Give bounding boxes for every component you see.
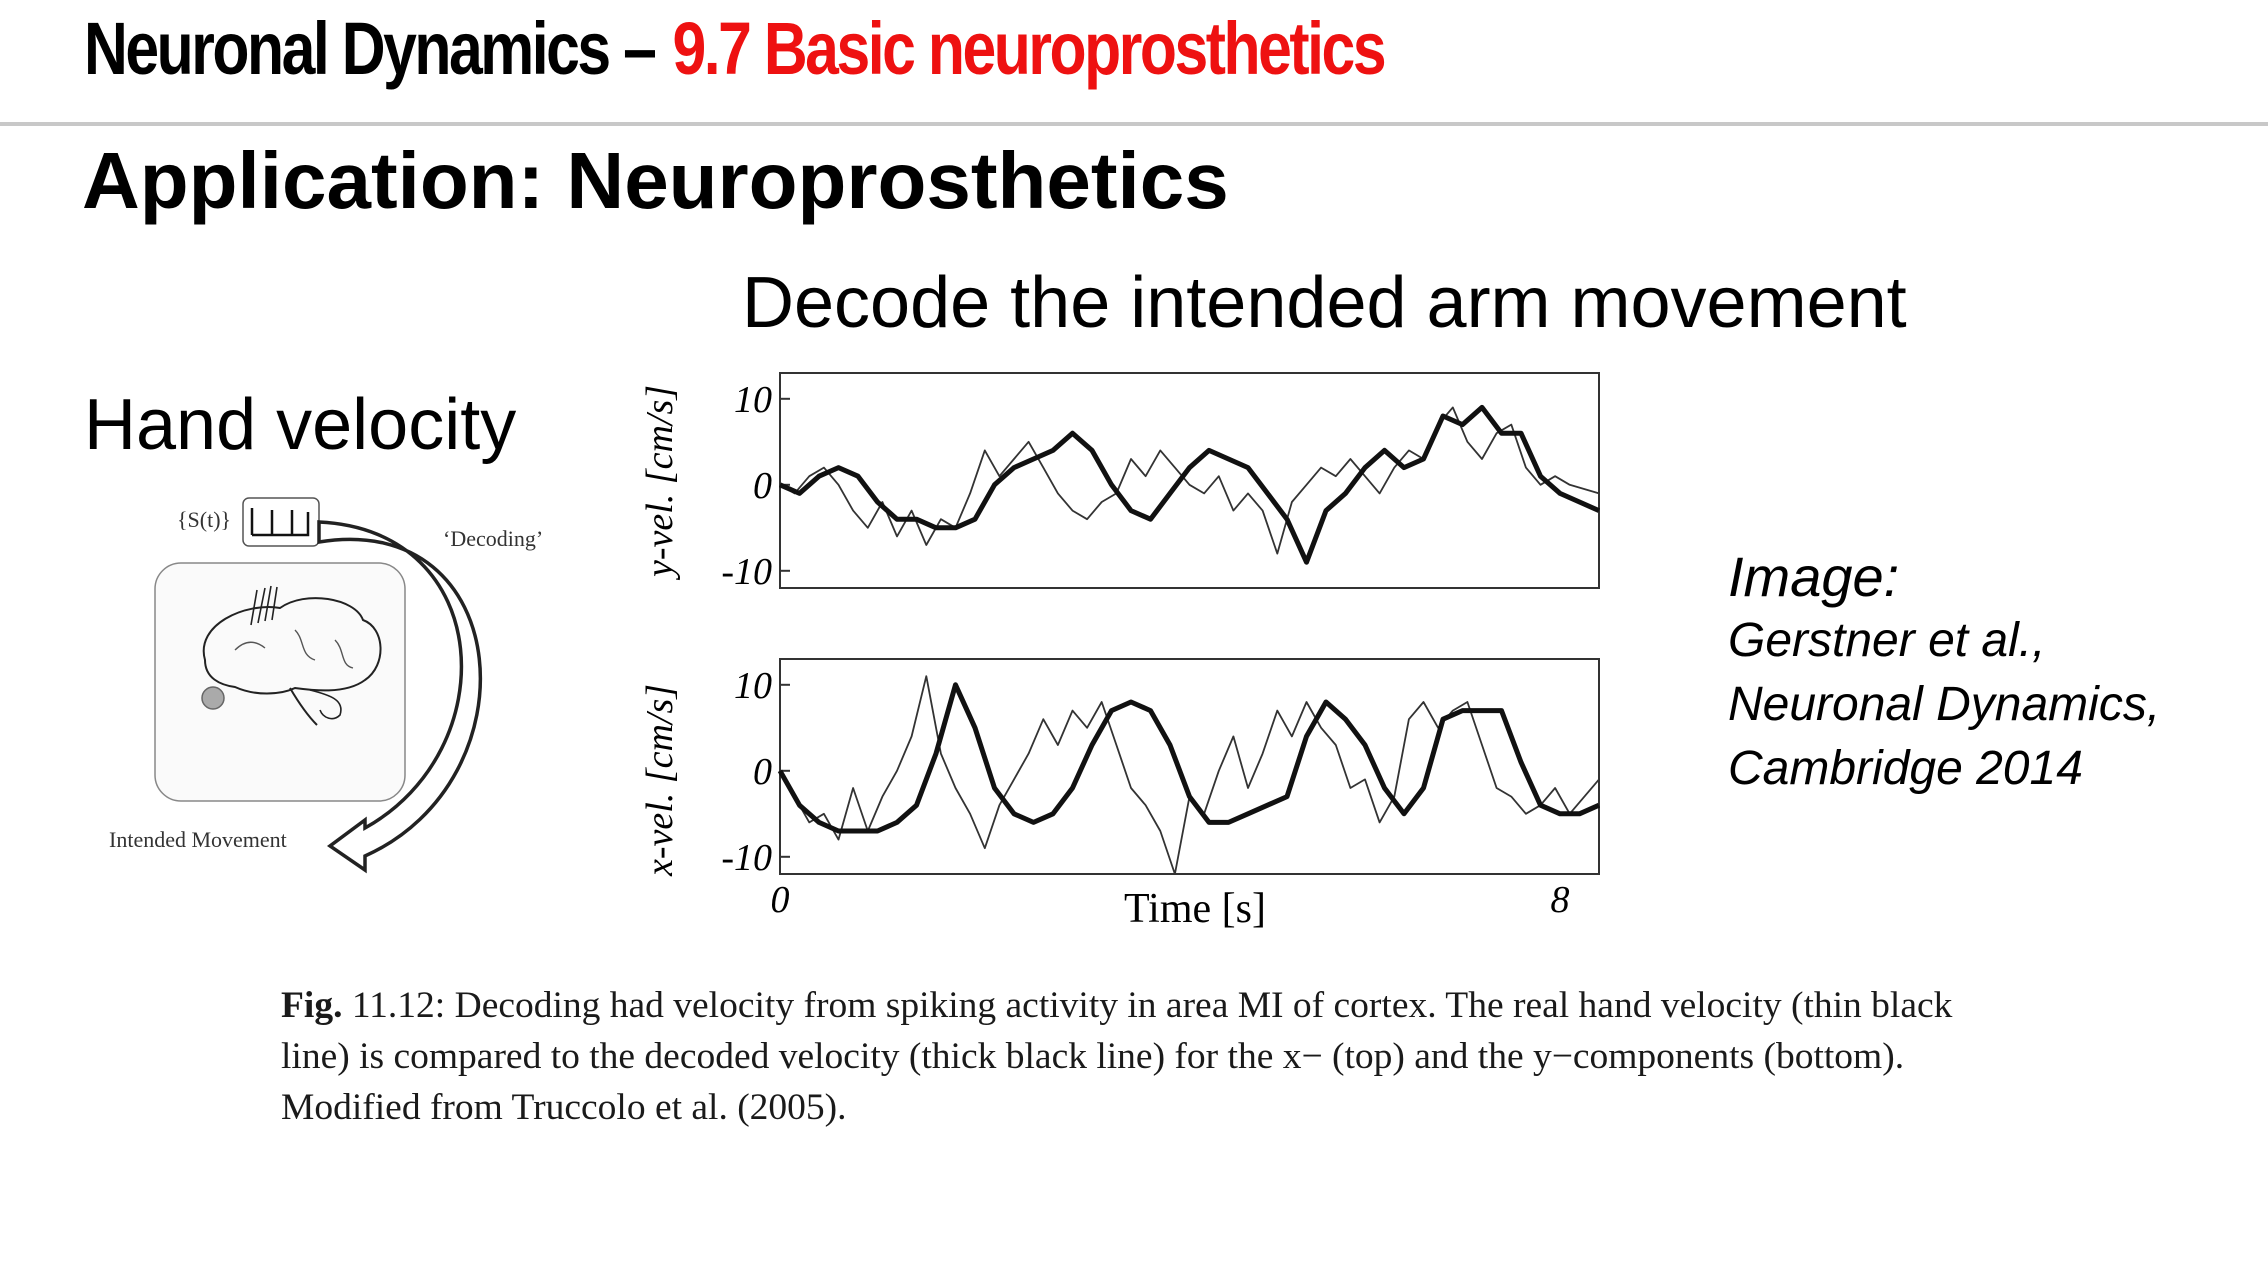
movement-label: Intended Movement	[109, 827, 287, 852]
y-velocity-chart: y-vel. [cm/s] 10 0 -10	[639, 372, 1601, 593]
decoded-velocity-line-top	[778, 404, 1601, 565]
decode-heading: Decode the intended arm movement	[742, 263, 1907, 343]
decoding-arrow	[317, 520, 483, 874]
y-axis-label-bottom: x-vel. [cm/s]	[639, 684, 681, 877]
course-title: Neuronal Dynamics –	[84, 7, 657, 90]
x-axis-label: Time [s]	[1124, 886, 1266, 932]
spike-label: {S(t)}	[177, 507, 231, 532]
electrodes-icon	[250, 585, 278, 626]
image-credit: Image: Gerstner et al., Neuronal Dynamic…	[1728, 545, 2160, 801]
spike-train-icon	[250, 508, 310, 537]
caption-fig: Fig.	[281, 985, 343, 1026]
y-tick-label-bottom: 0	[753, 751, 772, 793]
y-tick-label-bottom: -10	[721, 837, 772, 879]
cerebellum	[309, 689, 342, 720]
hand-velocity-label: Hand velocity	[84, 385, 517, 465]
brain-folds	[234, 629, 354, 669]
course-header: Neuronal Dynamics –9.7 Basic neuroprosth…	[84, 6, 1387, 91]
y-tick-label-bottom: 10	[734, 665, 772, 707]
velocity-charts: y-vel. [cm/s] 100-10 x-vel. [cm/s] 100-1…	[639, 372, 1601, 932]
decoding-diagram: {S(t)} ‘Decoding’ Intended Movement	[109, 497, 543, 874]
y-tick-label-top: 10	[734, 379, 772, 421]
decoded-velocity-line-bottom	[777, 682, 1601, 834]
plot-frame-bottom	[779, 658, 1600, 875]
header-divider	[0, 122, 2268, 126]
x-tick-label: 0	[771, 879, 790, 921]
y-axis-label-top: y-vel. [cm/s]	[639, 385, 681, 581]
credit-label: Image:	[1728, 545, 1900, 608]
y-tick-label-top: -10	[721, 551, 772, 593]
head-box	[154, 562, 406, 802]
section-title: 9.7 Basic neuroprosthetics	[672, 7, 1386, 90]
brain-stem	[289, 687, 318, 726]
figure-caption: Fig. 11.12: Decoding had velocity from s…	[281, 980, 2021, 1133]
plot-frame-top	[779, 372, 1600, 589]
y-tick-label-top: 0	[753, 465, 772, 507]
x-tick-label: 8	[1551, 879, 1570, 921]
credit-authors: Gerstner et al.,	[1728, 614, 2046, 667]
credit-publisher: Cambridge 2014	[1728, 742, 2083, 795]
x-velocity-chart: x-vel. [cm/s] 100-100 8 Time [s]	[639, 658, 1601, 932]
decoding-label: ‘Decoding’	[443, 526, 543, 551]
slide-title: Application: Neuroprosthetics	[82, 136, 1229, 225]
eye-icon	[201, 686, 225, 710]
caption-number: 11.12:	[351, 985, 446, 1026]
credit-book: Neuronal Dynamics,	[1728, 678, 2161, 731]
caption-text: Decoding had velocity from spiking activ…	[281, 985, 1953, 1128]
